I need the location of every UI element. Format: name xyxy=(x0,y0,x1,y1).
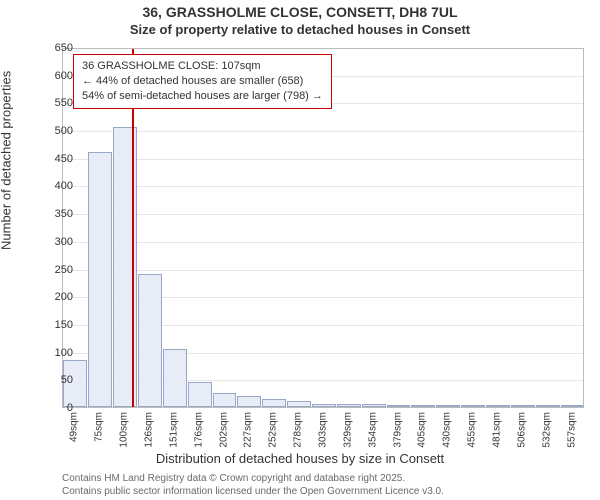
footer-line2: Contains public sector information licen… xyxy=(62,486,444,499)
histogram-bar xyxy=(486,405,510,407)
plot-area: 36 GRASSHOLME CLOSE: 107sqm← 44% of deta… xyxy=(62,48,584,408)
y-tick-label: 600 xyxy=(37,70,73,82)
histogram-bar xyxy=(561,405,585,407)
footer-line1: Contains HM Land Registry data © Crown c… xyxy=(62,473,444,486)
x-tick-label: 532sqm xyxy=(541,412,552,448)
chart-title-line1: 36, GRASSHOLME CLOSE, CONSETT, DH8 7UL xyxy=(0,4,600,20)
x-tick-label: 176sqm xyxy=(193,412,204,448)
y-tick-label: 300 xyxy=(37,236,73,248)
histogram-bar xyxy=(237,396,261,407)
x-tick-label: 354sqm xyxy=(367,412,378,448)
histogram-bar xyxy=(436,405,460,407)
y-tick-label: 400 xyxy=(37,180,73,192)
x-tick-label: 49sqm xyxy=(69,412,80,442)
gridline xyxy=(63,159,584,160)
x-tick-label: 329sqm xyxy=(342,412,353,448)
gridline xyxy=(63,242,584,243)
x-tick-label: 506sqm xyxy=(516,412,527,448)
x-tick-label: 430sqm xyxy=(442,412,453,448)
x-tick-label: 252sqm xyxy=(268,412,279,448)
y-tick-label: 450 xyxy=(37,153,73,165)
x-tick-label: 481sqm xyxy=(492,412,503,448)
y-tick-label: 200 xyxy=(37,291,73,303)
histogram-bar xyxy=(511,405,535,407)
attribution-footer: Contains HM Land Registry data © Crown c… xyxy=(62,473,444,498)
histogram-bar xyxy=(88,152,112,407)
histogram-bar xyxy=(163,349,187,407)
gridline xyxy=(63,186,584,187)
callout-line2: ← 44% of detached houses are smaller (65… xyxy=(82,74,323,89)
marker-callout: 36 GRASSHOLME CLOSE: 107sqm← 44% of deta… xyxy=(73,54,332,109)
x-tick-label: 405sqm xyxy=(417,412,428,448)
y-tick-label: 100 xyxy=(37,347,73,359)
histogram-bar xyxy=(188,382,212,407)
callout-line1: 36 GRASSHOLME CLOSE: 107sqm xyxy=(82,59,323,74)
x-tick-label: 227sqm xyxy=(243,412,254,448)
y-tick-label: 150 xyxy=(37,319,73,331)
histogram-bar xyxy=(312,404,336,407)
histogram-bar xyxy=(138,274,162,407)
x-tick-label: 126sqm xyxy=(144,412,155,448)
x-tick-label: 379sqm xyxy=(392,412,403,448)
gridline xyxy=(63,270,584,271)
x-tick-label: 303sqm xyxy=(318,412,329,448)
histogram-bar xyxy=(461,405,485,407)
gridline xyxy=(63,131,584,132)
y-tick-label: 350 xyxy=(37,208,73,220)
x-axis-label: Distribution of detached houses by size … xyxy=(0,451,600,466)
y-tick-label: 550 xyxy=(37,97,73,109)
y-tick-label: 250 xyxy=(37,264,73,276)
x-tick-label: 557sqm xyxy=(566,412,577,448)
x-tick-label: 202sqm xyxy=(218,412,229,448)
callout-line3: 54% of semi-detached houses are larger (… xyxy=(82,89,323,104)
x-tick-label: 100sqm xyxy=(119,412,130,448)
histogram-bar xyxy=(262,399,286,407)
y-tick-label: 50 xyxy=(37,374,73,386)
gridline xyxy=(63,48,584,49)
gridline xyxy=(63,214,584,215)
chart-title-line2: Size of property relative to detached ho… xyxy=(0,22,600,37)
histogram-bar xyxy=(213,393,237,407)
histogram-bar xyxy=(387,405,411,407)
y-tick-label: 650 xyxy=(37,42,73,54)
x-tick-label: 75sqm xyxy=(94,412,105,442)
histogram-bar xyxy=(411,405,435,407)
histogram-bar xyxy=(362,404,386,407)
x-tick-label: 455sqm xyxy=(467,412,478,448)
histogram-bar xyxy=(287,401,311,407)
histogram-bar xyxy=(337,404,361,407)
histogram-chart: 36, GRASSHOLME CLOSE, CONSETT, DH8 7UL S… xyxy=(0,0,600,500)
y-axis-label: Number of detached properties xyxy=(0,71,14,250)
y-tick-label: 500 xyxy=(37,125,73,137)
x-tick-label: 278sqm xyxy=(293,412,304,448)
histogram-bar xyxy=(536,405,560,407)
x-tick-label: 151sqm xyxy=(168,412,179,448)
